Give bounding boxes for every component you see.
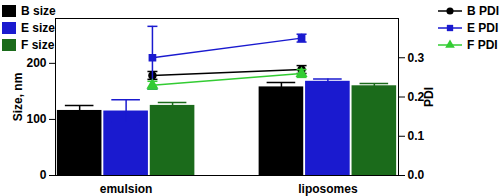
html-text:B PDI: B PDI [467,3,499,18]
svg-text:0: 0 [40,168,47,182]
svg-text:emulsion: emulsion [100,182,153,196]
svg-text:0.2: 0.2 [407,89,425,104]
svg-text:100: 100 [26,112,46,126]
html-text:B size: B size [21,3,56,18]
svg-text:liposomes: liposomes [298,182,358,196]
html-text:E size: E size [21,20,55,35]
html-text:F PDI: F PDI [467,37,498,52]
svg-text:0.0: 0.0 [408,168,425,182]
svg-text:0.3: 0.3 [408,51,425,65]
svg-text:PDI: PDI [422,87,436,107]
svg-text:Size, nm: Size, nm [11,73,25,122]
svg-text:0.1: 0.1 [408,129,425,143]
svg-text:200: 200 [26,56,46,70]
html-text:F size: F size [21,37,55,52]
html-text:E PDI: E PDI [467,20,499,35]
